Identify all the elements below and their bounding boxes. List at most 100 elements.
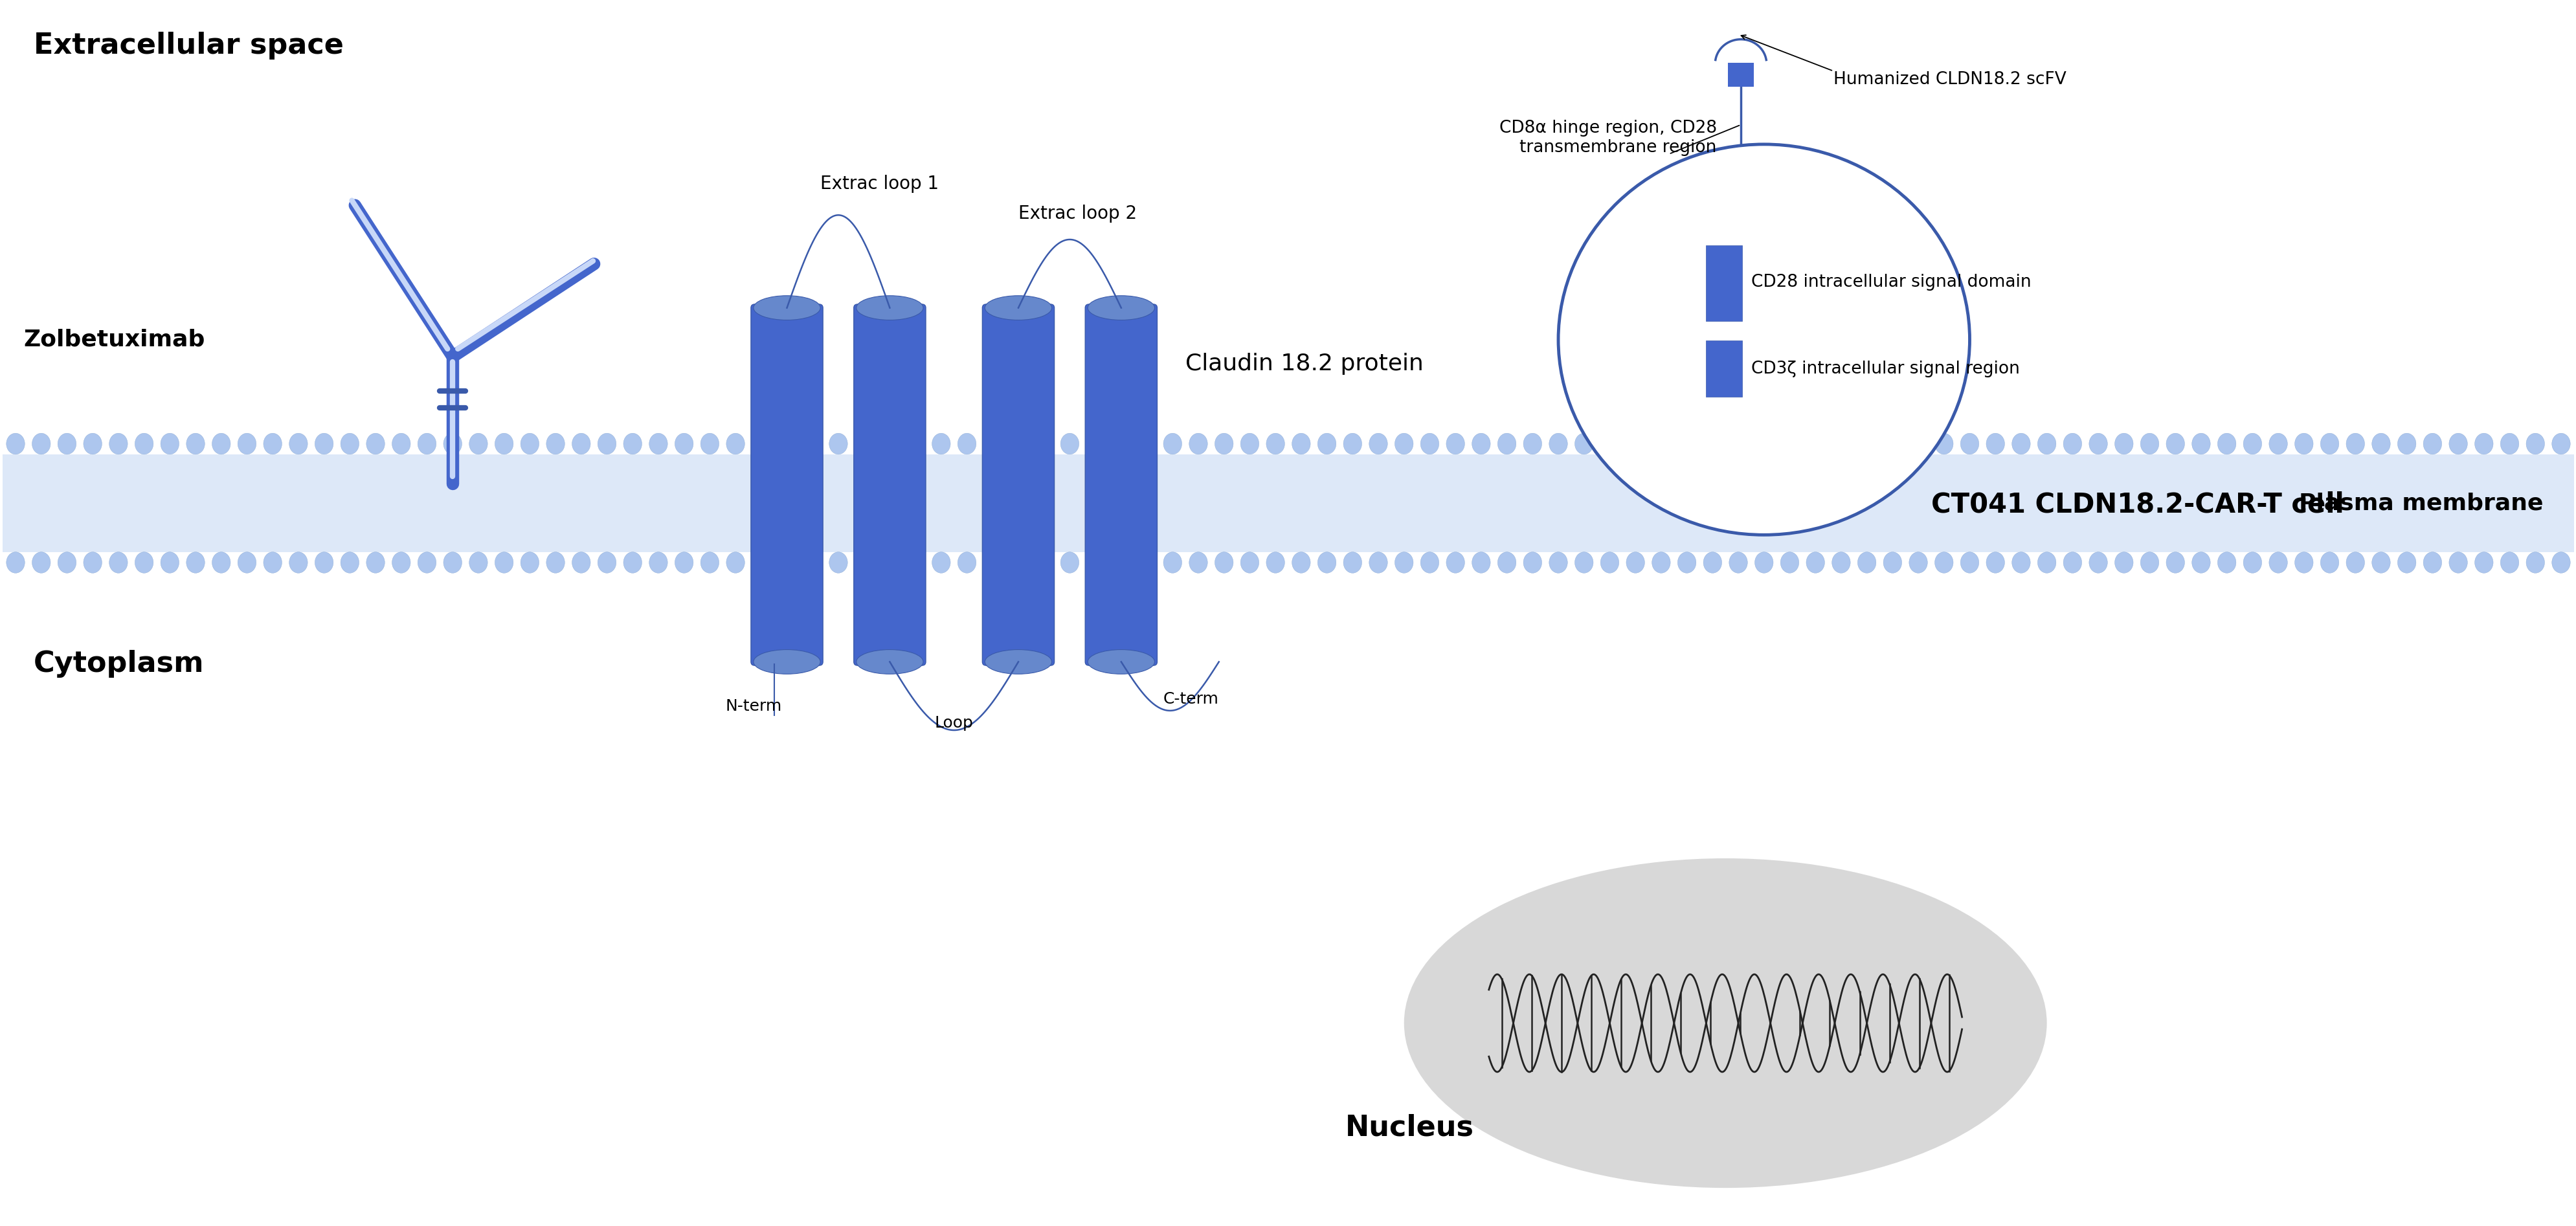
Ellipse shape <box>1883 552 1901 573</box>
Ellipse shape <box>1087 295 1154 320</box>
Ellipse shape <box>5 433 26 455</box>
Ellipse shape <box>2424 433 2442 455</box>
Ellipse shape <box>469 433 487 455</box>
Ellipse shape <box>778 433 796 455</box>
Ellipse shape <box>289 552 307 573</box>
Ellipse shape <box>752 433 770 455</box>
Ellipse shape <box>1239 552 1260 573</box>
Ellipse shape <box>1061 552 1079 573</box>
Ellipse shape <box>958 552 976 573</box>
Ellipse shape <box>1342 552 1363 573</box>
Ellipse shape <box>1780 552 1798 573</box>
Ellipse shape <box>1728 552 1747 573</box>
Ellipse shape <box>2524 433 2545 455</box>
Ellipse shape <box>984 433 1002 455</box>
Ellipse shape <box>2473 552 2494 573</box>
Ellipse shape <box>2269 552 2287 573</box>
Ellipse shape <box>1522 433 1540 455</box>
Ellipse shape <box>1419 433 1437 455</box>
Ellipse shape <box>1404 858 2045 1188</box>
Ellipse shape <box>1857 433 1875 455</box>
Ellipse shape <box>1703 552 1721 573</box>
Ellipse shape <box>1548 433 1566 455</box>
Text: Humanized CLDN18.2 scFV: Humanized CLDN18.2 scFV <box>1834 71 2066 88</box>
Ellipse shape <box>907 433 925 455</box>
Ellipse shape <box>2447 433 2468 455</box>
Ellipse shape <box>1497 552 1515 573</box>
Ellipse shape <box>2424 552 2442 573</box>
Ellipse shape <box>726 552 744 573</box>
Ellipse shape <box>855 295 922 320</box>
Ellipse shape <box>1651 433 1669 455</box>
Ellipse shape <box>1574 552 1592 573</box>
Ellipse shape <box>1651 552 1669 573</box>
Circle shape <box>1558 145 1968 535</box>
Ellipse shape <box>1010 552 1028 573</box>
Ellipse shape <box>649 433 667 455</box>
FancyBboxPatch shape <box>1728 63 1754 87</box>
Text: N-term: N-term <box>724 699 781 714</box>
Ellipse shape <box>211 433 229 455</box>
Ellipse shape <box>1909 552 1927 573</box>
Text: Extrac loop 2: Extrac loop 2 <box>1018 205 1136 222</box>
Ellipse shape <box>2141 552 2159 573</box>
Ellipse shape <box>340 552 358 573</box>
Ellipse shape <box>2012 433 2030 455</box>
Text: Extracellular space: Extracellular space <box>33 32 343 60</box>
Ellipse shape <box>701 552 719 573</box>
Ellipse shape <box>778 552 796 573</box>
Ellipse shape <box>134 552 152 573</box>
Ellipse shape <box>1394 433 1412 455</box>
Ellipse shape <box>2244 433 2262 455</box>
Ellipse shape <box>1164 433 1182 455</box>
Ellipse shape <box>1291 552 1311 573</box>
Ellipse shape <box>1471 433 1489 455</box>
Ellipse shape <box>2141 433 2159 455</box>
Ellipse shape <box>520 552 538 573</box>
Text: Loop: Loop <box>935 716 974 731</box>
Ellipse shape <box>495 433 513 455</box>
Ellipse shape <box>263 433 281 455</box>
Ellipse shape <box>2244 552 2262 573</box>
Ellipse shape <box>314 433 332 455</box>
Ellipse shape <box>1600 433 1618 455</box>
Ellipse shape <box>1445 552 1463 573</box>
FancyBboxPatch shape <box>1705 341 1741 397</box>
FancyBboxPatch shape <box>3 455 2573 552</box>
Text: Extrac loop 1: Extrac loop 1 <box>819 175 938 194</box>
Ellipse shape <box>1445 433 1463 455</box>
Ellipse shape <box>1342 433 1363 455</box>
Ellipse shape <box>2473 433 2494 455</box>
Ellipse shape <box>314 552 332 573</box>
Ellipse shape <box>1960 433 1978 455</box>
Ellipse shape <box>1087 650 1154 674</box>
Ellipse shape <box>2295 552 2313 573</box>
Ellipse shape <box>1139 433 1157 455</box>
Ellipse shape <box>572 552 590 573</box>
Ellipse shape <box>2372 552 2391 573</box>
Ellipse shape <box>701 433 719 455</box>
Ellipse shape <box>469 552 487 573</box>
Ellipse shape <box>237 433 255 455</box>
Ellipse shape <box>2192 433 2210 455</box>
Ellipse shape <box>1832 433 1850 455</box>
Ellipse shape <box>1522 552 1540 573</box>
Ellipse shape <box>2089 433 2107 455</box>
Ellipse shape <box>829 433 848 455</box>
Ellipse shape <box>82 552 103 573</box>
Ellipse shape <box>2398 433 2416 455</box>
Ellipse shape <box>1754 552 1772 573</box>
Ellipse shape <box>1036 433 1054 455</box>
Ellipse shape <box>443 552 461 573</box>
Ellipse shape <box>1061 433 1079 455</box>
Ellipse shape <box>2550 552 2571 573</box>
Ellipse shape <box>907 552 925 573</box>
FancyBboxPatch shape <box>750 304 822 666</box>
Ellipse shape <box>1935 433 1953 455</box>
Ellipse shape <box>1780 433 1798 455</box>
Text: C-term: C-term <box>1162 691 1218 706</box>
Ellipse shape <box>2012 552 2030 573</box>
Ellipse shape <box>1190 433 1208 455</box>
Ellipse shape <box>366 552 384 573</box>
Ellipse shape <box>1806 433 1824 455</box>
